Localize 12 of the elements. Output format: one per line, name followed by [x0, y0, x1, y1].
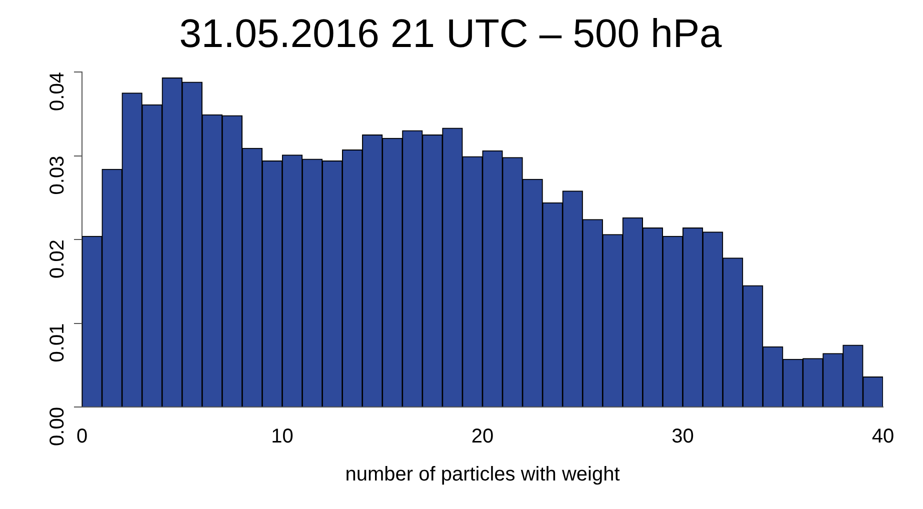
y-tick-label: 0.00 [46, 407, 69, 446]
x-tick-label: 10 [271, 426, 294, 448]
x-tick-label: 40 [872, 426, 894, 448]
y-tick-label: 0.04 [46, 72, 69, 111]
chart-title: 31.05.2016 21 UTC – 500 hPa [179, 12, 723, 56]
y-tick-label: 0.02 [46, 240, 69, 278]
y-tick-label: 0.01 [46, 323, 69, 362]
x-tick-label: 20 [471, 426, 494, 448]
x-tick-label: 0 [76, 426, 88, 448]
y-tick-label: 0.03 [46, 156, 69, 195]
x-tick-label: 30 [672, 426, 694, 448]
x-axis-title: number of particles with weight [345, 464, 620, 486]
